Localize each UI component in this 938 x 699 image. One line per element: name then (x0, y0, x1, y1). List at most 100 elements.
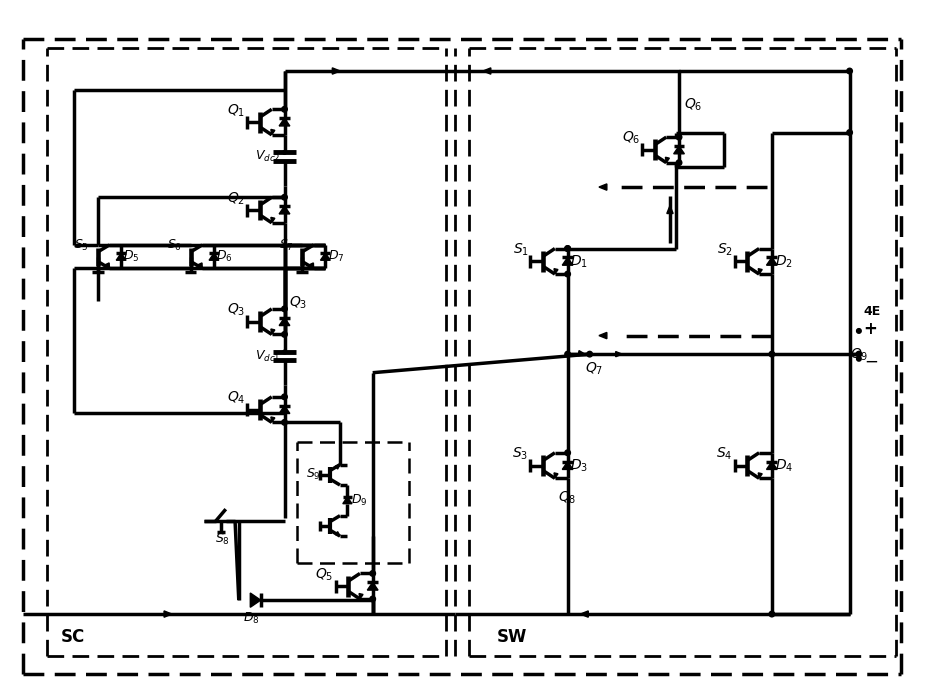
Circle shape (769, 352, 775, 357)
Polygon shape (280, 318, 290, 326)
Circle shape (847, 69, 853, 74)
Circle shape (769, 612, 775, 617)
Circle shape (281, 394, 287, 400)
Polygon shape (250, 593, 261, 607)
Text: $D_7$: $D_7$ (327, 249, 344, 264)
Circle shape (856, 329, 861, 333)
Circle shape (565, 450, 570, 456)
Polygon shape (335, 532, 340, 536)
Polygon shape (271, 417, 275, 422)
Text: $Q_3$: $Q_3$ (227, 302, 246, 318)
Text: $V_{dc1}$: $V_{dc1}$ (255, 349, 280, 363)
Polygon shape (335, 465, 340, 469)
Polygon shape (667, 206, 673, 213)
Text: $Q_1$: $Q_1$ (227, 102, 246, 119)
Text: $S_3$: $S_3$ (512, 446, 529, 462)
Circle shape (565, 246, 570, 252)
Polygon shape (758, 268, 763, 274)
Polygon shape (599, 333, 607, 339)
Polygon shape (359, 593, 363, 599)
Polygon shape (280, 206, 290, 214)
Text: $D_4$: $D_4$ (775, 457, 793, 474)
Text: $S_7$: $S_7$ (279, 238, 294, 254)
Polygon shape (599, 184, 607, 190)
Text: $D_5$: $D_5$ (124, 249, 140, 264)
Polygon shape (280, 118, 290, 126)
Text: $S_2$: $S_2$ (717, 241, 733, 258)
Polygon shape (164, 611, 172, 617)
Polygon shape (198, 263, 203, 268)
Text: $Q_6$: $Q_6$ (622, 130, 640, 146)
Text: $D_2$: $D_2$ (775, 253, 793, 270)
Text: +: + (864, 319, 877, 338)
Polygon shape (758, 473, 763, 478)
Circle shape (370, 570, 375, 576)
Polygon shape (562, 257, 573, 265)
Polygon shape (271, 217, 275, 223)
Text: $S_9$: $S_9$ (306, 467, 321, 482)
Polygon shape (615, 352, 622, 356)
Circle shape (281, 306, 287, 312)
Polygon shape (562, 461, 573, 470)
Text: $D_3$: $D_3$ (570, 457, 588, 474)
Polygon shape (554, 268, 558, 274)
Text: $Q_5$: $Q_5$ (315, 566, 334, 583)
Text: $Q_4$: $Q_4$ (227, 390, 246, 406)
Polygon shape (581, 611, 588, 617)
Polygon shape (271, 129, 275, 135)
Circle shape (282, 150, 286, 154)
Circle shape (676, 134, 682, 140)
Text: $D_8$: $D_8$ (244, 610, 260, 626)
Polygon shape (665, 157, 670, 163)
Polygon shape (310, 263, 313, 268)
Text: $S_6$: $S_6$ (167, 238, 182, 254)
Circle shape (281, 194, 287, 200)
Circle shape (565, 246, 570, 252)
Text: $Q_6$: $Q_6$ (684, 96, 702, 113)
Circle shape (587, 352, 593, 357)
Polygon shape (332, 68, 340, 74)
Text: $Q_9$: $Q_9$ (850, 347, 868, 363)
Polygon shape (483, 68, 491, 74)
Circle shape (856, 356, 861, 361)
Text: SC: SC (61, 628, 84, 646)
Polygon shape (321, 253, 330, 260)
Circle shape (282, 350, 286, 354)
Circle shape (281, 419, 287, 425)
Polygon shape (554, 473, 558, 478)
Circle shape (565, 271, 570, 277)
Text: $D_6$: $D_6$ (217, 249, 233, 264)
Text: $S_1$: $S_1$ (512, 241, 529, 258)
Circle shape (565, 352, 570, 357)
Text: $-$: $-$ (864, 352, 878, 369)
Text: $Q_8$: $Q_8$ (558, 489, 577, 506)
Text: $Q_3$: $Q_3$ (289, 294, 308, 310)
Polygon shape (280, 405, 290, 414)
Text: $D_9$: $D_9$ (351, 493, 368, 508)
Text: $D_1$: $D_1$ (570, 253, 588, 270)
Circle shape (281, 106, 287, 112)
Text: $S_5$: $S_5$ (74, 238, 89, 254)
Polygon shape (766, 257, 778, 265)
Polygon shape (105, 263, 110, 268)
Text: $Q_7$: $Q_7$ (585, 361, 603, 377)
Circle shape (676, 160, 682, 166)
Polygon shape (271, 329, 275, 334)
Text: SW: SW (497, 628, 527, 646)
Circle shape (281, 331, 287, 337)
Polygon shape (578, 351, 585, 356)
Polygon shape (209, 253, 219, 260)
Polygon shape (766, 461, 778, 470)
Text: $V_{dc2}$: $V_{dc2}$ (255, 149, 280, 164)
Polygon shape (673, 146, 685, 154)
Circle shape (370, 596, 375, 602)
Polygon shape (368, 582, 378, 590)
Text: 4E: 4E (864, 305, 881, 318)
Text: $Q_2$: $Q_2$ (227, 190, 246, 206)
Text: $S_4$: $S_4$ (717, 446, 733, 462)
Polygon shape (116, 253, 126, 260)
Circle shape (847, 130, 853, 136)
Text: $S_8$: $S_8$ (215, 531, 230, 547)
Circle shape (856, 352, 862, 357)
Polygon shape (342, 497, 352, 504)
